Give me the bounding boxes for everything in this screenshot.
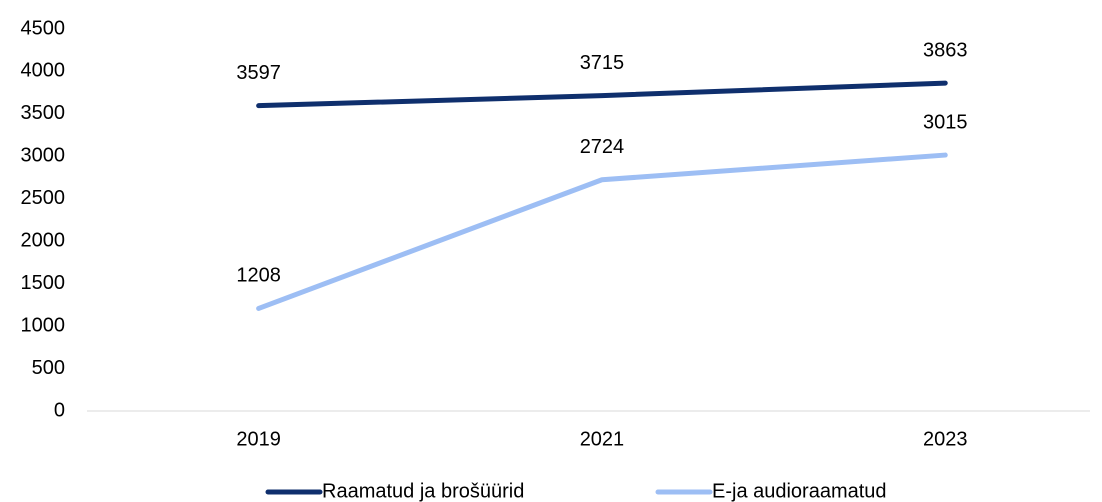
y-tick-label: 2000 [21,230,66,252]
series-line [256,80,948,109]
data-label: 3715 [580,52,625,74]
y-tick-label: 2500 [21,187,66,209]
y-tick-label: 3000 [21,145,66,167]
y-tick-label: 1000 [21,314,66,336]
y-tick-label: 0 [54,399,65,421]
data-label: 3015 [923,111,968,133]
y-tick-label: 500 [32,357,65,379]
data-label: 3597 [236,62,281,84]
y-tick-label: 1500 [21,272,66,294]
data-label: 3863 [923,39,968,61]
y-tick-label: 4500 [21,17,66,39]
data-label: 2724 [580,136,625,158]
data-label: 1208 [236,265,281,287]
x-tick-label: 2023 [923,428,968,450]
x-tick-label: 2019 [236,428,281,450]
y-tick-label: 3500 [21,102,66,124]
y-tick-label: 4000 [21,60,66,82]
legend-label: Raamatud ja brošüürid [322,480,524,502]
x-tick-label: 2021 [580,428,625,450]
series-line [256,152,948,311]
legend-label: E-ja audioraamatud [712,480,887,502]
